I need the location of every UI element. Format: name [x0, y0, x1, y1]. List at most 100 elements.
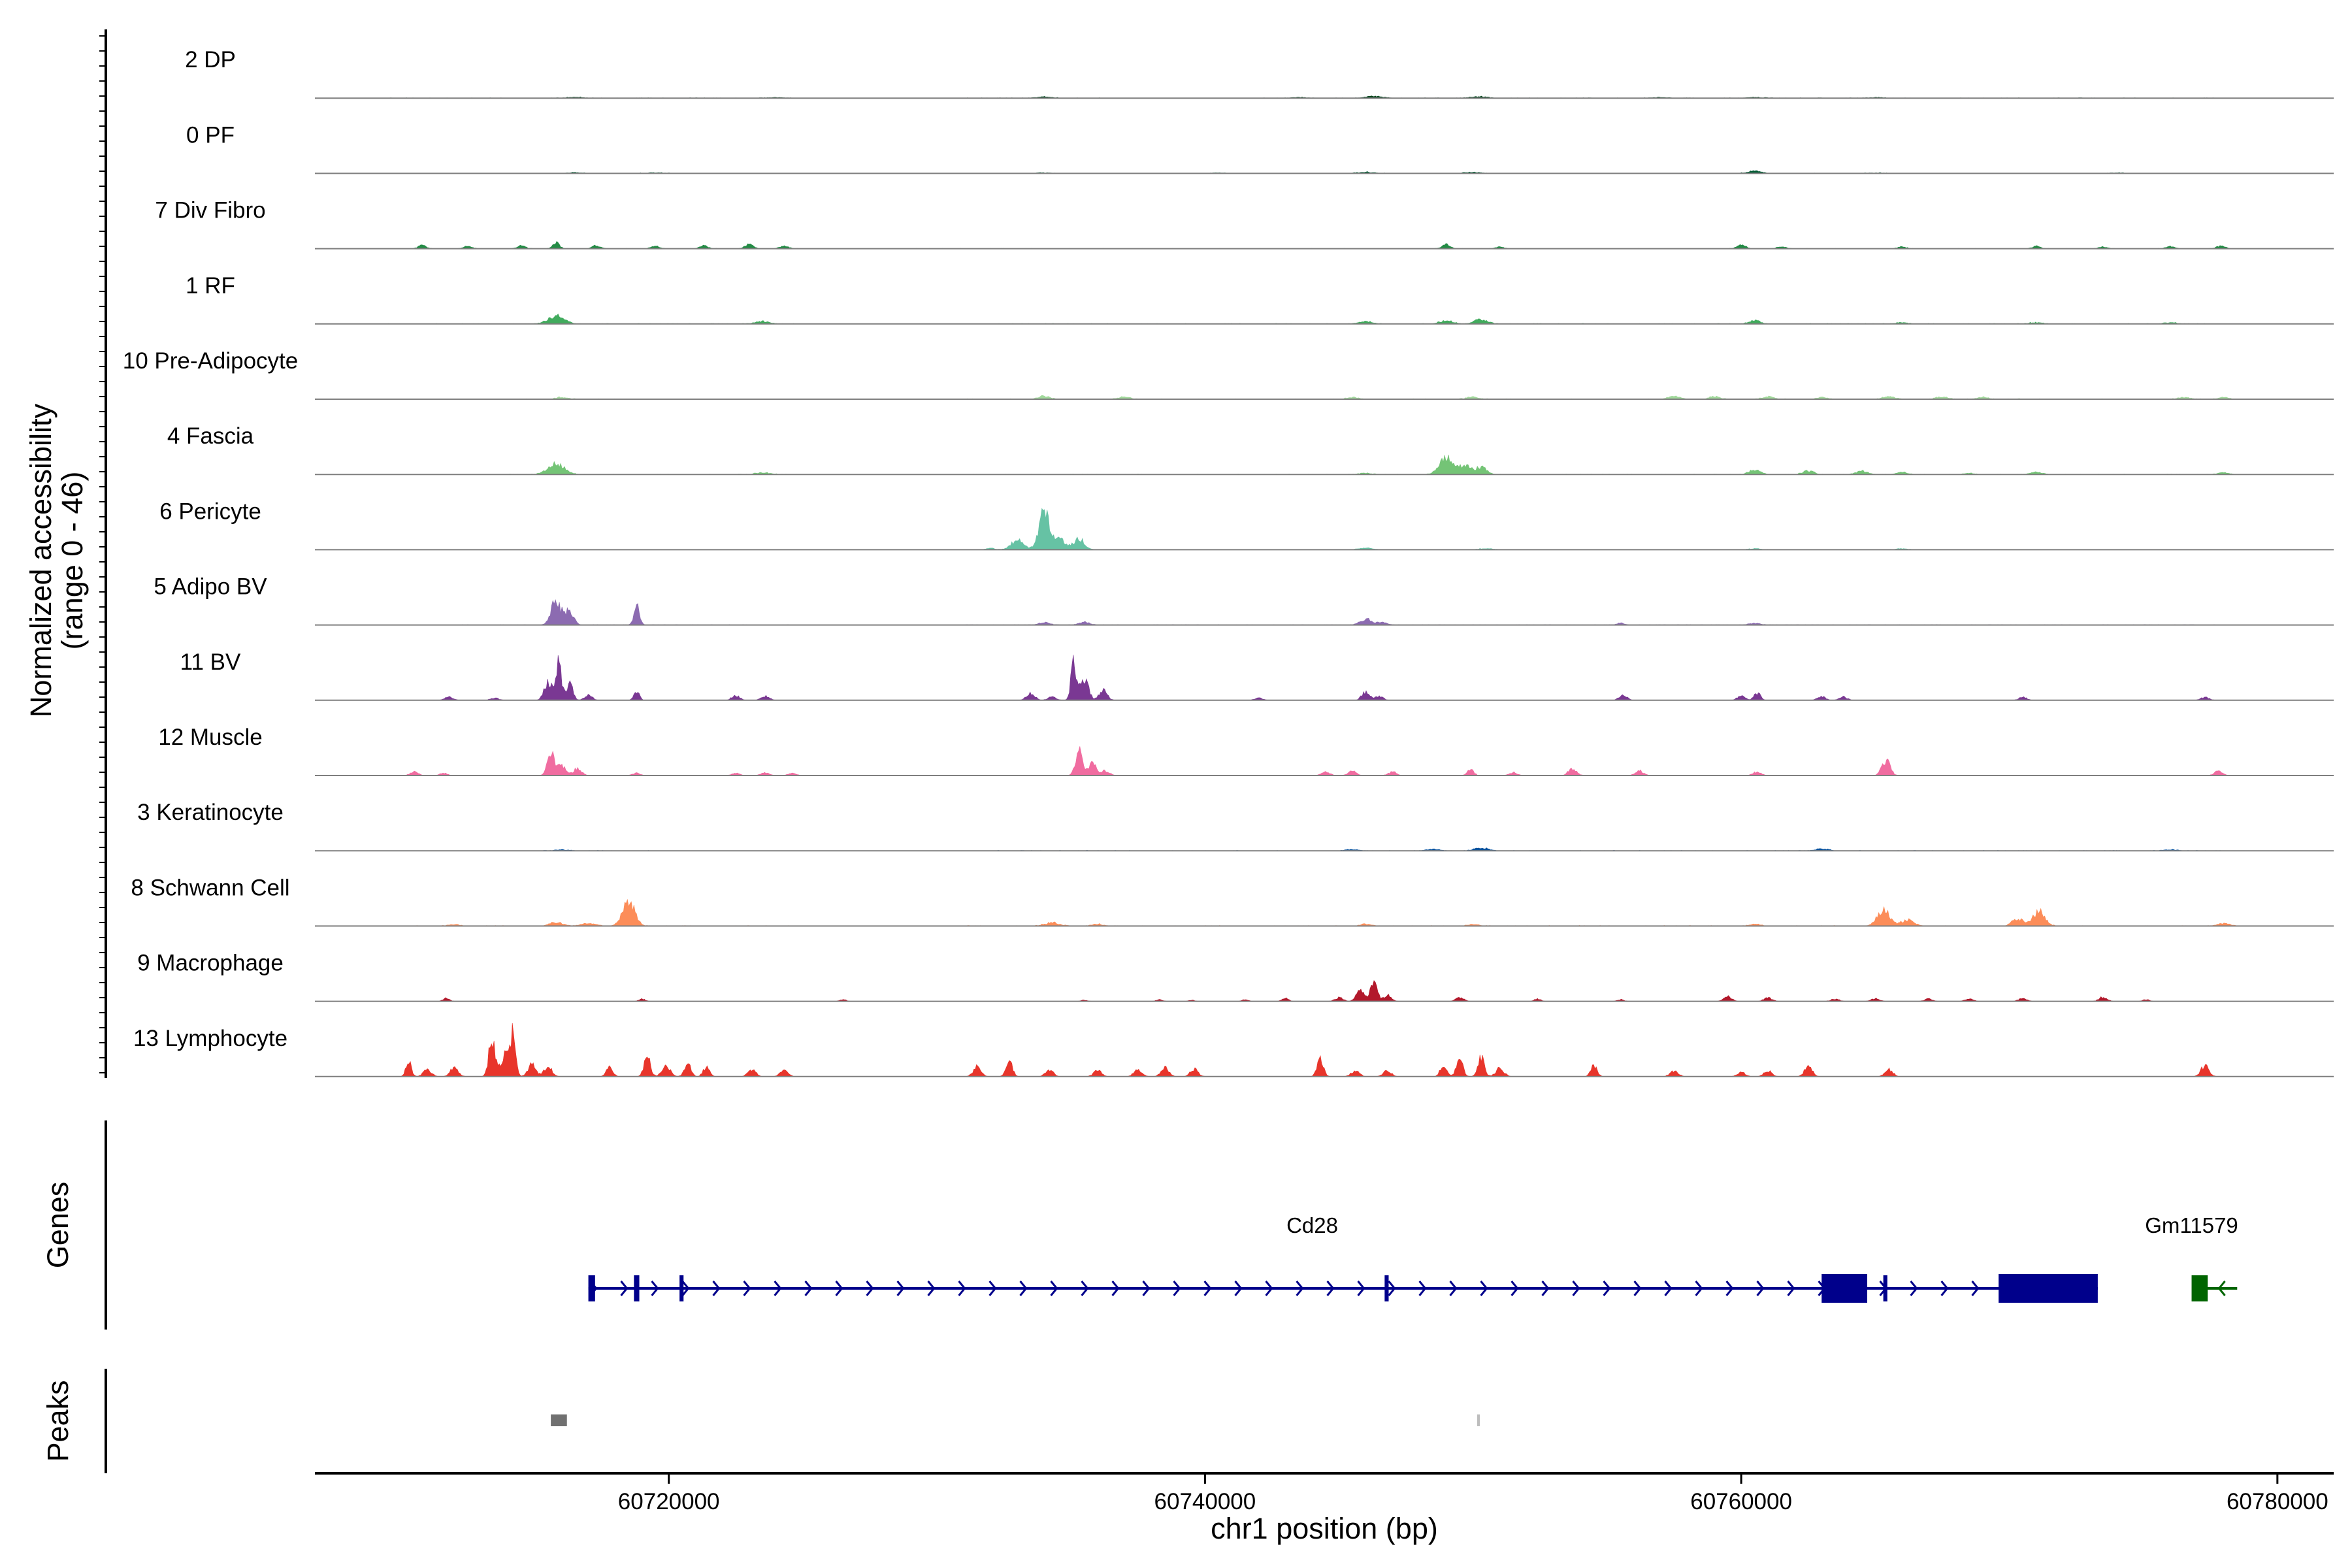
exon — [1821, 1274, 1867, 1303]
strand-arrow — [1572, 1281, 1580, 1296]
gene-label-gm11579: Gm11579 — [2145, 1213, 2238, 1237]
strand-arrow — [896, 1281, 905, 1296]
track-0-pf: 0 PF — [186, 122, 2334, 174]
track-label-11-bv: 11 BV — [180, 649, 241, 675]
strand-arrow — [1695, 1281, 1703, 1296]
track-9-macrophage: 9 Macrophage — [137, 951, 2334, 1002]
x-tick-label: 60720000 — [618, 1489, 720, 1514]
strand-arrow — [1050, 1281, 1058, 1296]
track-11-bv: 11 BV — [180, 649, 2334, 701]
strand-arrow — [1418, 1281, 1427, 1296]
coverage-area-6-pericyte — [315, 508, 2334, 550]
exon — [634, 1275, 640, 1301]
exon — [679, 1275, 684, 1301]
strand-arrow — [1326, 1281, 1335, 1296]
track-10-pre-adipocyte: 10 Pre-Adipocyte — [123, 348, 2334, 400]
track-12-muscle: 12 Muscle — [158, 725, 2334, 776]
gene-gm11579: Gm11579 — [2145, 1213, 2238, 1301]
strand-arrow — [1081, 1281, 1089, 1296]
y-axis-ticks — [99, 29, 107, 1078]
track-label-7-div-fibro: 7 Div Fibro — [155, 198, 265, 223]
track-label-8-schwann-cell: 8 Schwann Cell — [131, 875, 289, 900]
strand-arrow — [1664, 1281, 1673, 1296]
strand-arrow — [681, 1281, 690, 1296]
strand-arrow — [1357, 1281, 1365, 1296]
strand-arrow — [2217, 1281, 2226, 1296]
track-label-0-pf: 0 PF — [186, 122, 235, 148]
strand-arrow — [1234, 1281, 1243, 1296]
y-axis-title-line2: (range 0 - 46) — [56, 472, 89, 650]
peaks-axis-title: Peaks — [41, 1380, 74, 1462]
x-axis-title: chr1 position (bp) — [1211, 1512, 1438, 1545]
track-3-keratinocyte: 3 Keratinocyte — [137, 800, 2334, 852]
strand-arrow — [1541, 1281, 1550, 1296]
exon — [1999, 1274, 2098, 1303]
strand-arrow — [1019, 1281, 1028, 1296]
strand-arrow — [1173, 1281, 1181, 1296]
track-7-div-fibro: 7 Div Fibro — [155, 198, 2334, 250]
strand-arrow — [1142, 1281, 1151, 1296]
track-6-pericyte: 6 Pericyte — [159, 498, 2334, 551]
strand-arrow — [927, 1281, 936, 1296]
strand-arrow — [1910, 1281, 1918, 1296]
exon — [588, 1275, 595, 1301]
coverage-area-5-adipo-bv — [315, 599, 2334, 625]
strand-arrow — [988, 1281, 997, 1296]
x-axis-ticks: 60720000 60740000 60760000 60780000 — [618, 1473, 2328, 1514]
y-axis-title-line1: Normalized accessibility — [24, 403, 57, 717]
peak-region — [551, 1414, 567, 1426]
coverage-area-9-macrophage — [315, 980, 2334, 1002]
track-label-2-dp: 2 DP — [185, 47, 236, 73]
coverage-area-7-div-fibro — [315, 240, 2334, 249]
strand-arrow — [835, 1281, 843, 1296]
track-1-rf: 1 RF — [186, 273, 2334, 325]
track-5-adipo-bv: 5 Adipo BV — [154, 574, 2334, 626]
coverage-area-4-fascia — [315, 454, 2334, 475]
peak-regions-track — [551, 1414, 1480, 1426]
strand-arrow — [1971, 1281, 1980, 1296]
x-tick-label: 60740000 — [1154, 1489, 1256, 1514]
strand-arrow — [743, 1281, 751, 1296]
track-label-10-pre-adipocyte: 10 Pre-Adipocyte — [123, 348, 298, 374]
coverage-area-11-bv — [315, 655, 2334, 701]
track-label-13-lymphocyte: 13 Lymphocyte — [133, 1026, 287, 1051]
strand-arrow — [1511, 1281, 1519, 1296]
track-label-9-macrophage: 9 Macrophage — [137, 951, 284, 976]
strand-arrow — [804, 1281, 813, 1296]
strand-arrow — [958, 1281, 966, 1296]
strand-arrow — [712, 1281, 721, 1296]
gene-cd28: Cd28 — [588, 1213, 2098, 1303]
coverage-tracks: 2 DP 0 PF 7 Div Fibro 1 RF 10 Pre-Adipocyte 4… — [123, 47, 2334, 1077]
exon — [1384, 1275, 1389, 1301]
strand-arrow — [1296, 1281, 1304, 1296]
strand-arrow — [1265, 1281, 1273, 1296]
track-label-3-keratinocyte: 3 Keratinocyte — [137, 800, 284, 825]
strand-arrow — [1756, 1281, 1765, 1296]
strand-arrow — [1388, 1281, 1396, 1296]
strand-arrow — [1787, 1281, 1795, 1296]
coverage-area-12-muscle — [315, 746, 2334, 776]
track-label-1-rf: 1 RF — [186, 273, 235, 299]
track-2-dp: 2 DP — [185, 47, 2334, 99]
strand-arrow — [1633, 1281, 1642, 1296]
peak-region — [1477, 1414, 1480, 1426]
track-8-schwann-cell: 8 Schwann Cell — [131, 875, 2334, 927]
x-tick-label: 60760000 — [1690, 1489, 1792, 1514]
strand-arrow — [1725, 1281, 1734, 1296]
track-label-6-pericyte: 6 Pericyte — [159, 498, 261, 524]
strand-arrow — [1449, 1281, 1458, 1296]
genes-axis-title: Genes — [41, 1182, 74, 1269]
gene-label-cd28: Cd28 — [1286, 1213, 1338, 1237]
strand-arrow — [1111, 1281, 1120, 1296]
strand-arrow — [866, 1281, 874, 1296]
track-4-fascia: 4 Fascia — [167, 423, 2334, 476]
track-label-12-muscle: 12 Muscle — [158, 725, 263, 750]
track-13-lymphocyte: 13 Lymphocyte — [133, 1022, 2334, 1077]
coverage-area-8-schwann-cell — [315, 898, 2334, 926]
exon — [2191, 1275, 2208, 1301]
strand-arrow — [1480, 1281, 1488, 1296]
x-tick-label: 60780000 — [2227, 1489, 2328, 1514]
coverage-area-1-rf — [315, 314, 2334, 325]
strand-arrow — [651, 1281, 659, 1296]
